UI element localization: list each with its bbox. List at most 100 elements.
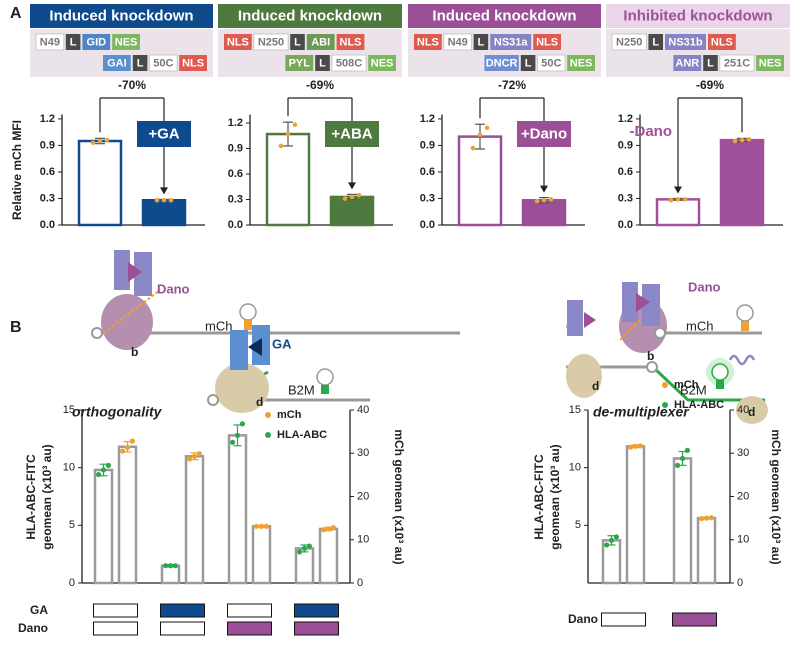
header — [218, 4, 402, 28]
construct-label: L — [137, 57, 144, 69]
legend-label: HLA-ABC — [674, 399, 724, 411]
construct-label: 50C — [541, 57, 561, 69]
node — [91, 327, 103, 339]
fold-change: -70% — [118, 78, 146, 92]
y-tick-label: 0.9 — [228, 142, 243, 154]
construct-chip — [224, 34, 252, 50]
data-point — [628, 444, 634, 450]
drug — [584, 312, 596, 328]
data-point — [263, 523, 269, 529]
label: b — [131, 345, 138, 359]
construct-label: L — [707, 57, 714, 69]
data-point — [191, 453, 198, 459]
y-tick-label: 5 — [69, 519, 75, 531]
arrowhead — [540, 185, 548, 193]
construct-chip — [719, 54, 755, 72]
construct-chip — [179, 55, 207, 71]
binder — [642, 284, 660, 326]
construct-chip — [315, 55, 330, 71]
bar — [93, 468, 114, 585]
condition-label: Dano — [18, 621, 48, 635]
data-point — [254, 523, 260, 529]
enzyme — [215, 363, 269, 413]
enzyme — [566, 354, 602, 398]
diagram-b: b Dano mCh d GA B2M orthogonality — [72, 250, 460, 420]
bar — [672, 457, 693, 585]
enzyme — [101, 294, 153, 350]
bar — [227, 434, 248, 585]
construct-chip — [665, 34, 706, 50]
bar — [521, 198, 567, 227]
node — [654, 327, 666, 339]
condition-box — [160, 621, 205, 636]
y-tick-label: 0.6 — [618, 166, 633, 178]
header — [408, 4, 601, 28]
bar — [457, 135, 503, 227]
node — [207, 394, 219, 406]
data-point — [321, 527, 327, 533]
construct-chip — [65, 34, 81, 50]
header-title: Induced knockdown — [432, 7, 576, 24]
y-tick-label: 0.0 — [618, 219, 633, 231]
header-title: Inhibited knockdown — [623, 7, 772, 24]
construct-chip — [520, 55, 536, 71]
annotation: +ABA — [331, 125, 372, 142]
construct-label: N250 — [258, 36, 284, 48]
data-point — [739, 137, 745, 143]
legend-marker — [662, 382, 668, 388]
data-point — [608, 537, 615, 543]
data-point — [613, 534, 620, 540]
legend-label: mCh — [277, 409, 302, 421]
bar — [265, 132, 311, 227]
construct-chip — [484, 55, 519, 71]
y-tick-label: 0.9 — [40, 139, 55, 151]
construct-chip — [414, 34, 442, 50]
construct-label: DNCR — [486, 57, 518, 69]
data-point — [470, 145, 476, 151]
diagram-c: d b Dano mCh d B2M de-multiplexer — [566, 279, 768, 424]
y-tick-label: 1.2 — [40, 113, 55, 125]
bulb-base — [244, 320, 252, 330]
bar — [625, 445, 646, 585]
bulb — [316, 368, 334, 386]
data-point — [297, 549, 303, 555]
arrowhead — [674, 186, 682, 194]
condition-box — [601, 612, 646, 627]
construct-label: N49 — [40, 36, 60, 48]
condition-box — [93, 603, 138, 618]
construct-label: NS31b — [668, 36, 703, 48]
construct-label: L — [478, 36, 485, 48]
construct-chip — [756, 55, 784, 71]
data-point — [604, 542, 610, 548]
construct-label: NLS — [536, 36, 558, 48]
panel-letter: A — [10, 5, 22, 22]
y-tick-label: 0.9 — [618, 139, 633, 151]
construct-label: NLS — [711, 36, 733, 48]
label: d — [748, 405, 755, 419]
bulb — [711, 363, 729, 381]
label: Dano — [157, 281, 190, 296]
y2-tick-label: 10 — [737, 534, 749, 546]
construct-label: NES — [759, 57, 782, 69]
construct-label: ANR — [675, 57, 699, 69]
legend-marker — [662, 402, 668, 408]
y-axis-label: HLA-ABC-FITC — [24, 454, 38, 540]
y-axis-label: HLA-ABC-FITC — [532, 454, 546, 540]
y2-tick-label: 0 — [737, 577, 743, 589]
y-axis-label: geomean (x10³ au) — [548, 444, 562, 549]
label: mCh — [686, 318, 713, 333]
bar — [77, 139, 123, 227]
y2-tick-label: 30 — [357, 447, 369, 459]
node — [646, 361, 658, 373]
bulb-base — [321, 385, 329, 394]
construct-chip — [331, 54, 367, 72]
label: B2M — [680, 382, 707, 397]
construct-chip — [285, 55, 314, 71]
y-tick-label: 10 — [569, 462, 581, 474]
bulb — [239, 303, 257, 321]
data-point — [349, 194, 355, 200]
data-point — [96, 471, 102, 478]
data-point — [708, 515, 715, 521]
construct-chip — [567, 55, 595, 71]
legend-marker — [265, 432, 271, 438]
